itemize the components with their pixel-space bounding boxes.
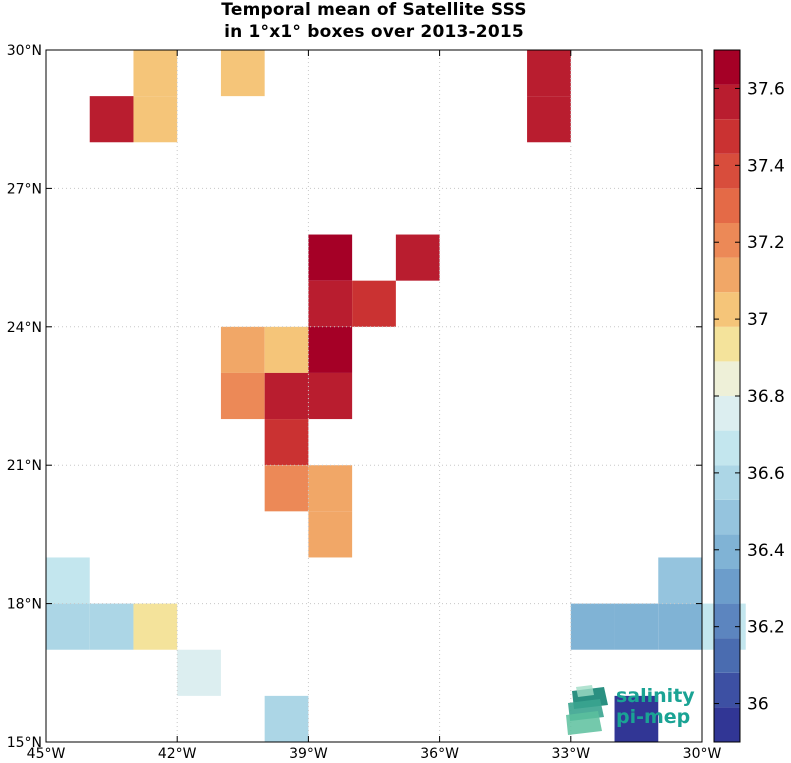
colorbar-segment [714,223,740,258]
plot-frame [45,49,703,743]
colorbar-segment [714,292,740,327]
colorbar-tick-label: 37.2 [747,233,785,253]
heatmap-cell [133,96,178,143]
colorbar-tick-label: 37.6 [747,79,785,99]
heatmap-cell [220,372,265,420]
colorbar-segment [714,638,740,673]
chart-title-line2: in 1°x1° boxes over 2013-2015 [224,22,524,42]
colorbar-segment [714,188,740,223]
heatmap-cell [177,649,221,696]
heatmap-cell [658,557,702,604]
colorbar-tick-label: 36.6 [747,464,785,484]
y-tick-label: 15°N [7,735,42,751]
logo-word-pimep: pi-mep [616,706,691,728]
heatmap-cell [308,465,353,512]
colorbar-segment [714,326,740,362]
heatmap-cell [220,50,265,97]
heatmap-cell [527,96,571,143]
heatmap-cell [570,603,615,650]
colorbar-segment [714,119,740,154]
chart-title-line1: Temporal mean of Satellite SSS [221,0,527,20]
colorbar-segment [714,50,740,85]
x-tick-label: 45°W [27,746,66,762]
colorbar-segment [714,569,740,604]
colorbar-segment [714,153,740,189]
colorbar-tick-label: 37 [747,310,769,330]
heatmap-cell [264,372,309,420]
colorbar-segment [714,465,740,500]
y-tick-label: 18°N [7,597,42,613]
heatmap-cell [89,96,134,143]
heatmap-cell [614,603,659,650]
heatmap-cell [308,234,353,281]
colorbar-segment [714,707,740,742]
heatmap-cell [220,326,265,373]
heatmap-cell [527,50,571,97]
colorbar-segment [714,361,740,396]
colorbar-segment [714,499,740,535]
y-tick-label: 30°N [7,43,42,59]
heatmap-cell [264,326,309,373]
y-tick-label: 27°N [7,181,42,197]
y-tick-label: 21°N [7,458,42,474]
x-tick-label: 33°W [551,746,590,762]
colorbar-segment [714,396,740,431]
colorbar-tick-label: 37.4 [747,156,785,176]
salinity-pi-mep-logo: salinity pi-mep [562,685,697,740]
heatmap-cell [46,603,90,650]
heatmap-cell [614,695,659,742]
logo-emblem-icon [566,685,608,735]
heatmap-cell [46,557,90,604]
heatmap-cell [264,465,309,512]
x-tick-label: 42°W [158,746,197,762]
heatmap-cell [395,234,440,281]
colorbar-segment [714,603,740,639]
heatmap-cell [658,603,702,650]
heatmap-cell [308,326,353,373]
colorbar-tick-label: 36.8 [747,387,785,407]
colorbar-segment [714,84,740,120]
heatmap-cell [352,280,396,327]
colorbar-segment [714,534,740,569]
colorbar-tick-label: 36 [747,695,769,715]
heatmap-cell [133,50,178,97]
x-tick-label: 30°W [683,746,722,762]
colorbar-tick-label: 36.2 [747,618,785,638]
y-tick-label: 24°N [7,320,42,336]
colorbar-segment [714,257,740,293]
x-tick-label: 36°W [420,746,459,762]
heatmap-cell [308,511,353,558]
colorbar-segment [714,430,740,466]
heatmap-cell [308,280,353,327]
heatmap-cell [308,372,353,420]
logo-word-salinity: salinity [616,685,695,707]
heatmap-cell [264,419,309,466]
colorbar-segment [714,672,740,708]
x-tick-label: 39°W [289,746,328,762]
colorbar-tick-label: 36.4 [747,541,785,561]
heatmap-cell [264,695,309,742]
heatmap-cell [89,603,134,650]
heatmap-cell [133,603,178,650]
